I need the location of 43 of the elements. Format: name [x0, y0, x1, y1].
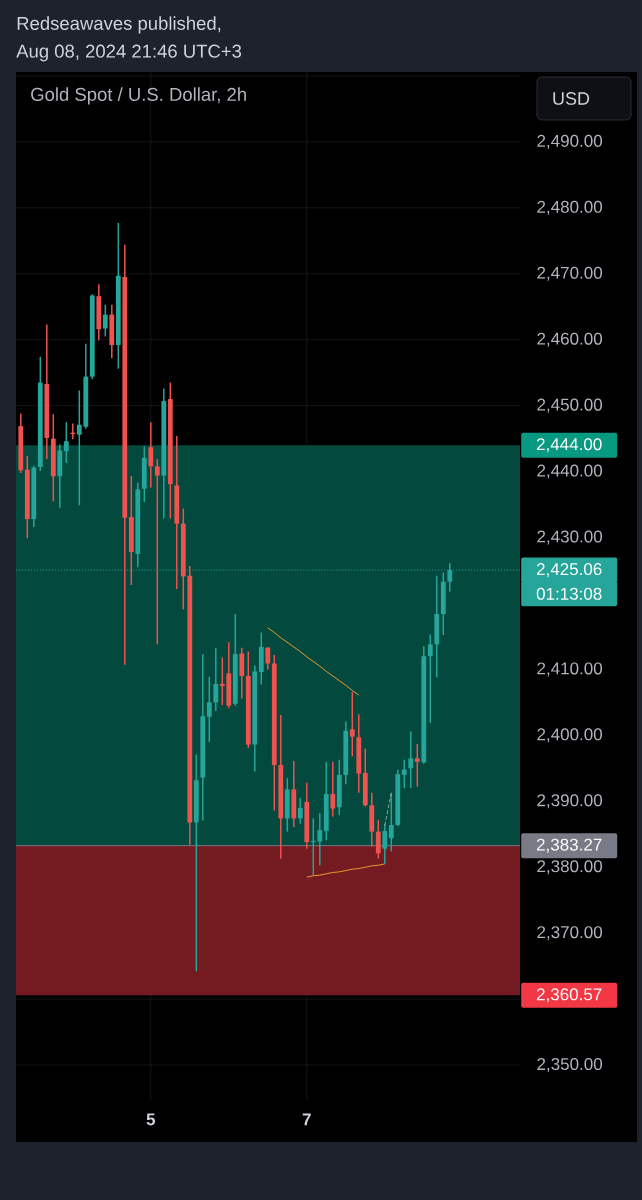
ref-line-label: 2,383.27 — [536, 838, 602, 853]
ref-line-label: 2,425.06 — [536, 563, 602, 578]
y-tick-label: 2,390.00 — [537, 794, 603, 809]
y-tick-label: 2,490.00 — [537, 134, 603, 149]
candlestick — [63, 421, 69, 464]
candlestick — [206, 675, 212, 743]
candlestick — [401, 758, 407, 789]
x-tick-label: 7 — [302, 1113, 311, 1126]
y-tick-label: 2,380.00 — [537, 860, 603, 875]
y-tick-label: 2,440.00 — [537, 464, 603, 479]
candlestick — [213, 647, 219, 712]
candlestick — [349, 691, 355, 758]
y-tick-label: 2,470.00 — [537, 266, 603, 281]
candlestick — [102, 304, 108, 338]
y-axis-title: USD — [553, 92, 590, 105]
candlestick — [382, 823, 388, 865]
y-tick-label: 2,460.00 — [537, 332, 603, 347]
y-tick-label: 2,400.00 — [537, 728, 603, 743]
y-tick-label: 2,480.00 — [537, 200, 603, 215]
text: Aug 08, 2024 21:46 UTC+3 — [16, 44, 242, 62]
x-tick-label: 5 — [146, 1113, 156, 1126]
y-tick-label: 2,370.00 — [537, 926, 603, 941]
band-label: 2,444.00 — [536, 438, 602, 453]
candlestick — [297, 797, 303, 825]
candlestick — [330, 760, 336, 818]
line-series — [306, 863, 386, 878]
candlestick — [265, 646, 271, 671]
candlestick — [239, 646, 245, 700]
y-tick-label: 2,450.00 — [537, 398, 603, 413]
candlestick — [375, 819, 381, 860]
candlestick — [154, 458, 160, 646]
text: 01:13:08 — [536, 587, 602, 600]
candlestick — [414, 743, 420, 788]
candlestick — [427, 633, 433, 724]
candlestick — [388, 792, 394, 853]
y-tick-label: 2,350.00 — [537, 1058, 603, 1073]
y-tick-label: 2,410.00 — [537, 662, 603, 677]
band-label: 2,360.57 — [536, 988, 602, 1003]
text: Redseawaves published, — [17, 16, 221, 34]
text: Gold Spot / U.S. Dollar, 2h — [31, 87, 246, 105]
candlestick — [148, 421, 154, 489]
candlestick — [408, 730, 414, 789]
y-tick-label: 2,430.00 — [537, 530, 603, 545]
